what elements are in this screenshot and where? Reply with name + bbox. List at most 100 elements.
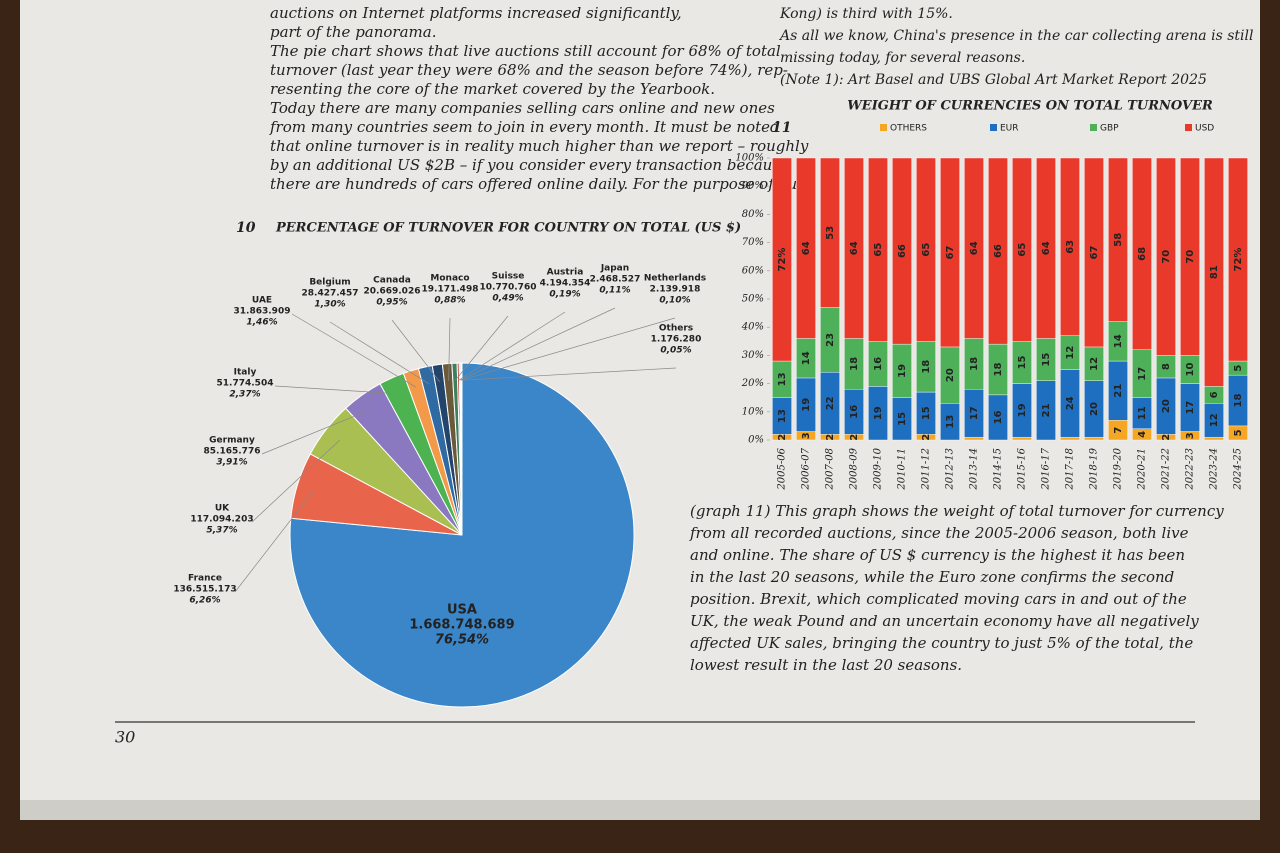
leader-line xyxy=(458,311,566,381)
bar-value-label: 6 xyxy=(1209,391,1220,398)
pie-label-turnover: 136.515.173 xyxy=(173,585,236,595)
pie-label-name: Austria xyxy=(547,268,584,278)
leader-line xyxy=(329,321,430,385)
pie-label-turnover: 4.194.354 xyxy=(540,279,591,289)
x-tick-label: 2008-09 xyxy=(849,447,860,490)
x-tick-label: 2024-25 xyxy=(1233,448,1244,491)
caption-line: position. Brexit, which complicated movi… xyxy=(690,590,1187,608)
bar-value-label: 65 xyxy=(873,243,884,257)
pie-label-name: Italy xyxy=(234,368,257,378)
leader-line xyxy=(459,307,616,381)
y-tick-label: 90% xyxy=(742,181,764,192)
bar-value-label: 10 xyxy=(1185,363,1196,377)
bar-value-label: 70 xyxy=(1185,250,1196,264)
pie-label-name: Suisse xyxy=(492,272,525,282)
legend-label: EUR xyxy=(1000,124,1019,134)
bar-segment xyxy=(1084,436,1104,441)
pie-label-turnover: 1.176.280 xyxy=(651,335,702,345)
bar-value-label: 64 xyxy=(801,241,812,255)
bar-segment xyxy=(1204,157,1224,387)
bar-value-label: 64 xyxy=(1041,241,1052,255)
y-tick-label: 80% xyxy=(742,209,764,220)
bar-value-label: 15 xyxy=(921,406,932,420)
x-tick-label: 2017-18 xyxy=(1065,448,1076,491)
chart-number: 10 xyxy=(236,220,256,236)
bar-value-label: 12 xyxy=(1209,413,1220,427)
legend-swatch xyxy=(990,124,997,131)
body-text-line: resenting the core of the market covered… xyxy=(270,80,715,98)
pie-label-name: UK xyxy=(215,504,230,514)
bar-value-label: 18 xyxy=(849,357,860,371)
bar-value-label: 13 xyxy=(945,415,956,429)
bar-value-label: 58 xyxy=(1113,233,1124,247)
bar-value-label: 72% xyxy=(777,248,788,272)
y-tick-label: 10% xyxy=(742,406,764,417)
bar-value-label: 13 xyxy=(777,372,788,386)
body-text-line: Today there are many companies selling c… xyxy=(270,99,775,117)
leader-line xyxy=(391,319,441,383)
bar-value-label: 14 xyxy=(1113,334,1124,348)
leader-line xyxy=(460,317,676,381)
bar-value-label: 15 xyxy=(1041,353,1052,367)
pie-label-name: Belgium xyxy=(309,278,350,288)
legend-label: GBP xyxy=(1100,124,1119,134)
pie-value-label: 6,26% xyxy=(189,596,220,606)
caption-line: lowest result in the last 20 seasons. xyxy=(690,656,962,674)
x-tick-label: 2020-21 xyxy=(1137,448,1148,491)
bar-value-label: 64 xyxy=(849,241,860,255)
pie-label-name: Monaco xyxy=(430,274,469,284)
bar-value-label: 21 xyxy=(1113,384,1124,398)
bar-value-label: 5 xyxy=(1233,429,1244,436)
bar-value-label: 53 xyxy=(825,226,836,240)
bar-value-label: 24 xyxy=(1065,396,1076,410)
bar-value-label: 16 xyxy=(993,410,1004,424)
x-tick-label: 2016-17 xyxy=(1041,447,1052,490)
bar-segment xyxy=(868,157,888,342)
chart-number: 11 xyxy=(772,120,791,136)
bar-segment xyxy=(772,157,792,362)
bar-segment xyxy=(820,157,840,308)
body-text-line: part of the panorama. xyxy=(270,23,436,41)
bar-value-label: 12 xyxy=(1065,346,1076,360)
pie-label-name: Japan xyxy=(600,264,629,274)
bar-value-label: 70 xyxy=(1161,250,1172,264)
pie-label-turnover: 2.139.918 xyxy=(650,285,701,295)
caption-line: in the last 20 seasons, while the Euro z… xyxy=(690,568,1174,586)
x-tick-label: 2015-16 xyxy=(1017,447,1028,490)
bar-value-label: 20 xyxy=(1089,402,1100,416)
x-tick-label: 2011-12 xyxy=(921,448,932,491)
pie-label-turnover: 85.165.776 xyxy=(204,447,261,457)
bar-value-label: 8 xyxy=(1161,363,1172,370)
y-tick-label: 70% xyxy=(742,237,764,248)
bar-value-label: 19 xyxy=(1017,403,1028,417)
bar-value-label: 17 xyxy=(1137,367,1148,381)
bar-value-label: 2 xyxy=(921,434,932,441)
bar-value-label: 18 xyxy=(1233,394,1244,408)
bar-value-label: 13 xyxy=(777,409,788,423)
body-text-line: by an additional US $2B – if you conside… xyxy=(270,156,789,174)
bar-value-label: 63 xyxy=(1065,240,1076,254)
body-text-line: (Note 1): Art Basel and UBS Global Art M… xyxy=(780,72,1207,88)
bar-value-label: 18 xyxy=(993,363,1004,377)
pie-value-label: 0,11% xyxy=(599,286,630,296)
pie-value-label: 0,05% xyxy=(660,346,691,356)
bar-value-label: 17 xyxy=(1185,401,1196,415)
bar-value-label: 11 xyxy=(1137,406,1148,420)
bar-segment xyxy=(796,157,816,339)
bar-value-label: 20 xyxy=(945,368,956,382)
pie-label-name: Netherlands xyxy=(644,274,706,284)
leader-line xyxy=(261,408,373,455)
page-edges xyxy=(20,800,1260,820)
leader-line xyxy=(234,489,315,593)
bar-value-label: 64 xyxy=(969,241,980,255)
x-tick-label: 2023-24 xyxy=(1209,448,1220,491)
caption-line: from all recorded auctions, since the 20… xyxy=(689,524,1189,542)
pie-label-turnover: 2.468.527 xyxy=(590,275,641,285)
pie-label-name: Germany xyxy=(209,436,255,446)
chart-title: WEIGHT OF CURRENCIES ON TOTAL TURNOVER xyxy=(847,99,1213,114)
bar-value-label: 22 xyxy=(825,396,836,410)
bar-segment xyxy=(1180,157,1200,356)
y-tick-label: 60% xyxy=(742,265,764,276)
bar-segment xyxy=(1132,157,1152,350)
bar-segment xyxy=(940,157,960,348)
